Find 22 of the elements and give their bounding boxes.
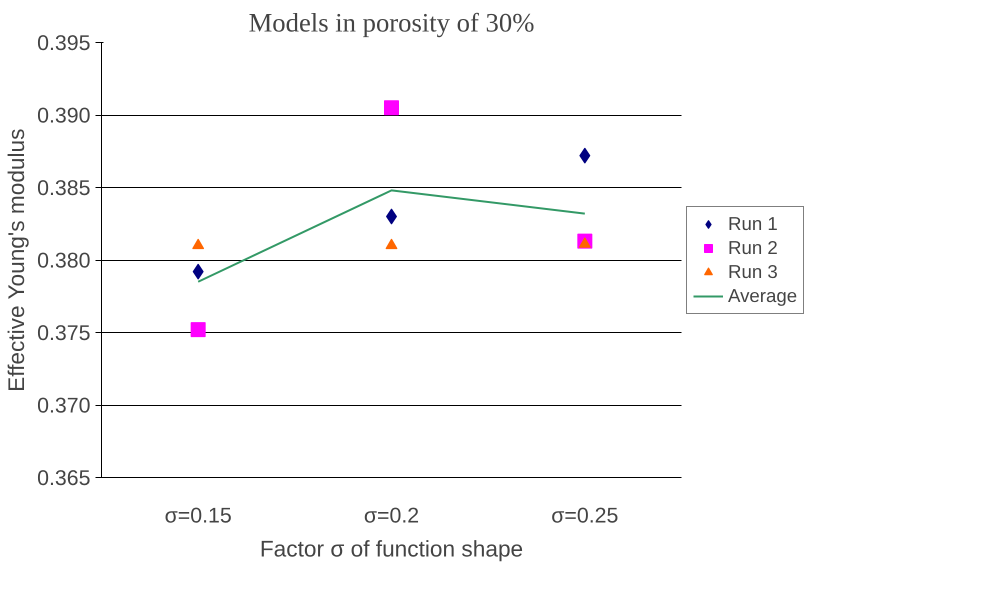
- point: [190, 322, 206, 338]
- y-tick-label: 0.370: [37, 394, 91, 418]
- x-axis-title: Factor σ of function shape: [260, 536, 524, 562]
- legend-label: Run 2: [728, 236, 778, 258]
- x-tick-label: σ=0.2: [364, 504, 420, 528]
- y-tick-label: 0.390: [37, 104, 91, 128]
- point: [384, 100, 399, 116]
- y-tick-label: 0.395: [37, 31, 91, 55]
- legend-label: Average: [728, 284, 798, 306]
- legend-label: Run 1: [728, 212, 778, 234]
- x-tick-label: σ=0.25: [551, 504, 618, 528]
- y-axis-title: Effective Young's modulus: [3, 128, 30, 392]
- y-tick-label: 0.380: [37, 248, 91, 272]
- y-tick-label: 0.365: [37, 466, 91, 490]
- legend-label: Run 3: [728, 260, 778, 282]
- chart-title: Models in porosity of 30%: [248, 8, 534, 38]
- x-tick-label: σ=0.15: [164, 504, 232, 528]
- point: [578, 237, 591, 248]
- point: [192, 238, 204, 250]
- point: [386, 238, 398, 250]
- y-tick-label: 0.375: [37, 321, 91, 345]
- y-tick-label: 0.385: [37, 176, 91, 200]
